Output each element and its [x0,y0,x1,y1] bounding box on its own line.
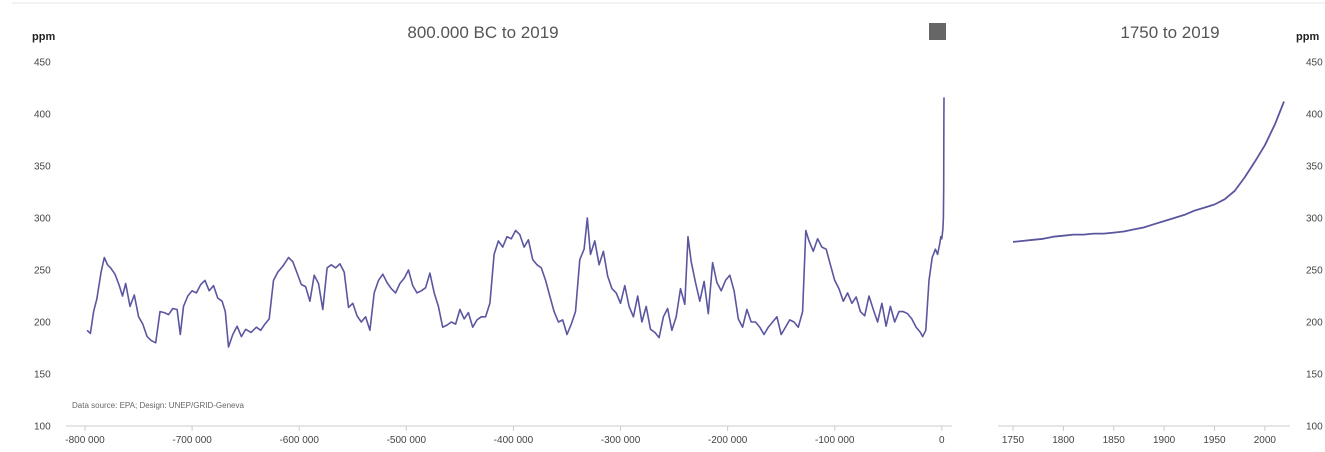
x-tick-label: -200 000 [708,435,748,446]
x-tick-label: 1850 [1103,435,1126,446]
series-line [1012,101,1285,243]
y-tick-label: 150 [1306,370,1323,381]
series-line [86,97,945,348]
x-tick-label: 1800 [1052,435,1075,446]
y-tick-label: 100 [34,422,51,433]
y-tick-label: 350 [34,162,51,173]
y-tick-label: 450 [1306,58,1323,69]
x-tick-label: -400 000 [494,435,534,446]
x-tick-label: -100 000 [815,435,855,446]
y-axis-unit: ppm [1296,31,1319,43]
x-tick-label: 2000 [1254,435,1277,446]
y-tick-label: 200 [34,318,51,329]
x-tick-label: 1950 [1203,435,1226,446]
chart-long-term: 800.000 BC to 2019 ppm 100 150 200 250 300 35… [32,23,952,446]
chart-title: 800.000 BC to 2019 [407,23,558,42]
x-tick-label: -700 000 [172,435,212,446]
y-axis-unit: ppm [32,31,55,43]
x-tick-label: -600 000 [279,435,319,446]
x-tick-label: -800 000 [65,435,105,446]
chart-title: 1750 to 2019 [1120,23,1219,42]
y-tick-label: 300 [1306,214,1323,225]
x-tick-label: -500 000 [387,435,427,446]
y-tick-label: 400 [1306,110,1323,121]
y-tick-label: 100 [1306,422,1323,433]
x-tick-label: -300 000 [601,435,641,446]
y-tick-label: 350 [1306,162,1323,173]
x-tick-label: 1750 [1002,435,1025,446]
hamburger-menu-icon[interactable] [929,23,946,40]
y-tick-label: 150 [34,370,51,381]
x-tick-label: 1900 [1153,435,1176,446]
y-tick-label: 400 [34,110,51,121]
y-tick-label: 300 [34,214,51,225]
source-note: Data source: EPA; Design: UNEP/GRID-Gene… [72,401,244,410]
y-tick-label: 450 [34,58,51,69]
x-tick-label: 0 [939,435,945,446]
y-tick-label: 200 [1306,318,1323,329]
chart-recent: 1750 to 2019 ppm 100 150 200 250 300 350 400 45… [998,23,1323,446]
y-tick-label: 250 [1306,266,1323,277]
y-tick-label: 250 [34,266,51,277]
